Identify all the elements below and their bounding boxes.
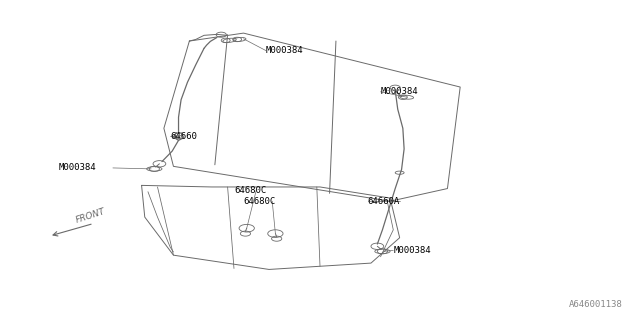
Text: M000384: M000384 xyxy=(266,46,303,55)
Text: 64680C: 64680C xyxy=(244,197,276,206)
Text: 64680C: 64680C xyxy=(234,186,266,195)
Text: 64660A: 64660A xyxy=(368,197,400,206)
Text: 64660: 64660 xyxy=(170,132,197,141)
Text: A646001138: A646001138 xyxy=(569,300,623,309)
Text: M000384: M000384 xyxy=(59,164,97,172)
Text: M000384: M000384 xyxy=(394,246,431,255)
Text: FRONT: FRONT xyxy=(75,207,107,225)
Text: M000384: M000384 xyxy=(381,87,418,96)
